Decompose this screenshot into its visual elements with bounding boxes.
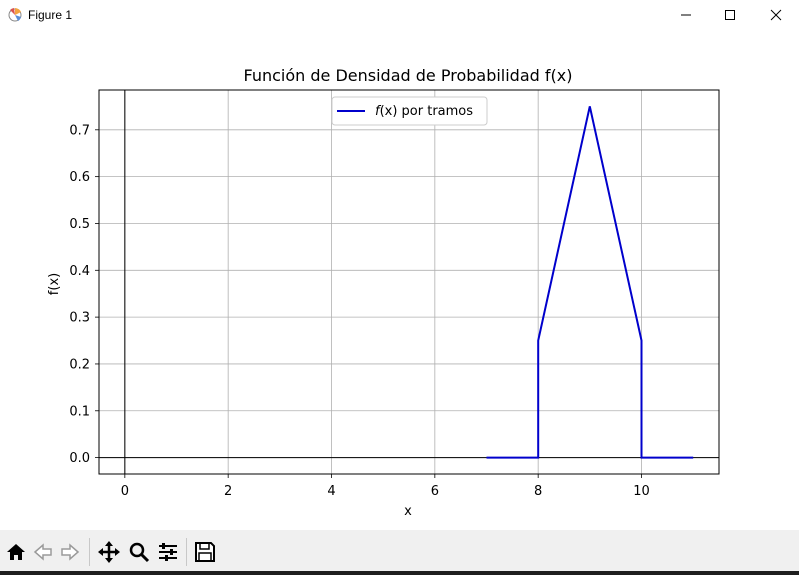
forward-button[interactable] <box>57 539 83 565</box>
x-tick-label: 8 <box>534 484 542 499</box>
window-titlebar: Figure 1 <box>0 0 799 30</box>
legend-box <box>331 96 488 126</box>
close-button[interactable] <box>753 0 799 30</box>
x-tick-label: 2 <box>224 484 232 499</box>
pan-button[interactable] <box>96 539 122 565</box>
line-chart: Función de Densidad de Probabilidad f(x)… <box>47 66 720 519</box>
x-axis-label: x <box>404 504 412 519</box>
toolbar-separator <box>186 538 187 566</box>
legend-label-rest: (x) por tramos <box>380 104 474 119</box>
y-axis-label: f(x) <box>47 273 62 295</box>
window-bottom-border <box>0 571 799 575</box>
y-tick-label: 0.2 <box>69 357 90 372</box>
y-tick-label: 0.0 <box>69 451 90 466</box>
toolbar-separator <box>89 538 90 566</box>
matplotlib-app-icon <box>8 8 22 22</box>
legend-label-italic: f <box>375 104 382 119</box>
x-tick-label: 4 <box>327 484 335 499</box>
x-tick-label: 0 <box>121 484 129 499</box>
configure-subplots-button[interactable] <box>155 539 181 565</box>
maximize-icon <box>725 10 735 20</box>
save-icon <box>195 542 215 562</box>
pan-icon <box>98 541 120 563</box>
grid-lines <box>99 90 719 474</box>
zoom-icon <box>129 542 150 563</box>
window-title: Figure 1 <box>28 8 73 22</box>
x-axis-ticks: 0 2 4 6 8 10 <box>121 474 650 499</box>
legend-label: f(x) por tramos <box>375 104 473 119</box>
y-tick-label: 0.5 <box>69 217 90 232</box>
y-tick-label: 0.4 <box>69 264 90 279</box>
forward-icon <box>61 543 80 561</box>
y-tick-label: 0.7 <box>69 123 90 138</box>
home-button[interactable] <box>3 539 29 565</box>
legend: f(x) por tramos <box>331 96 488 126</box>
zoom-button[interactable] <box>126 539 152 565</box>
x-tick-label: 6 <box>431 484 439 499</box>
chart-title: Función de Densidad de Probabilidad f(x) <box>244 66 573 85</box>
navigation-toolbar <box>0 530 799 575</box>
series-layer <box>486 106 694 459</box>
y-tick-label: 0.1 <box>69 404 90 419</box>
configure-subplots-icon <box>159 543 177 561</box>
series-line <box>486 106 694 459</box>
figure-canvas[interactable]: Función de Densidad de Probabilidad f(x)… <box>0 30 799 530</box>
save-button[interactable] <box>192 539 218 565</box>
axes-frame <box>98 89 720 475</box>
maximize-button[interactable] <box>707 0 753 30</box>
home-icon <box>7 544 25 560</box>
y-tick-label: 0.6 <box>69 170 90 185</box>
minimize-icon <box>681 14 691 16</box>
y-tick-label: 0.3 <box>69 311 90 326</box>
reference-lines <box>99 90 719 474</box>
close-icon <box>770 9 782 21</box>
y-axis-ticks: 0.0 0.1 0.2 0.3 0.4 0.5 0.6 0.7 <box>69 123 99 466</box>
back-icon <box>33 543 52 561</box>
x-tick-label: 10 <box>633 484 650 499</box>
minimize-button[interactable] <box>663 0 709 30</box>
back-button[interactable] <box>30 539 56 565</box>
